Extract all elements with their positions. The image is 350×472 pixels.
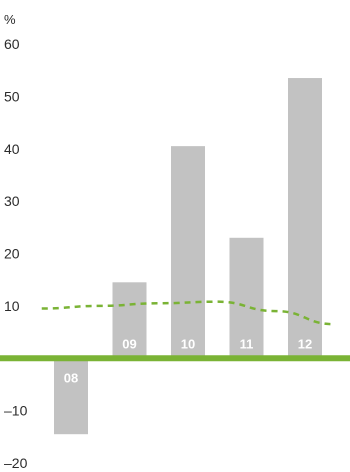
y-axis-ticks: 60 50 40 30 20 10 –10 –20 xyxy=(4,36,28,471)
bar-08 xyxy=(54,358,88,435)
bars-group xyxy=(54,78,322,435)
trend-line xyxy=(41,300,335,326)
y-tick-4: 20 xyxy=(4,246,20,262)
y-tick-1: 50 xyxy=(4,88,20,104)
y-unit-label: % xyxy=(4,12,16,27)
y-tick-0: 60 xyxy=(4,36,20,52)
bar-11 xyxy=(229,237,264,359)
bar-10 xyxy=(171,146,205,359)
bar-09 xyxy=(112,282,147,359)
y-tick-6: –10 xyxy=(4,403,28,419)
bar-label-09: 09 xyxy=(122,336,136,351)
y-tick-2: 40 xyxy=(4,141,20,157)
bar-label-08: 08 xyxy=(64,370,78,385)
bar-label-12: 12 xyxy=(298,336,312,351)
bar-labels-group: 08 09 10 11 12 xyxy=(64,336,312,385)
bar-12 xyxy=(288,78,322,359)
y-tick-3: 30 xyxy=(4,193,20,209)
y-tick-7: –20 xyxy=(4,455,28,471)
y-tick-5: 10 xyxy=(4,298,20,314)
bar-label-11: 11 xyxy=(240,336,254,351)
bar-label-10: 10 xyxy=(181,336,195,351)
